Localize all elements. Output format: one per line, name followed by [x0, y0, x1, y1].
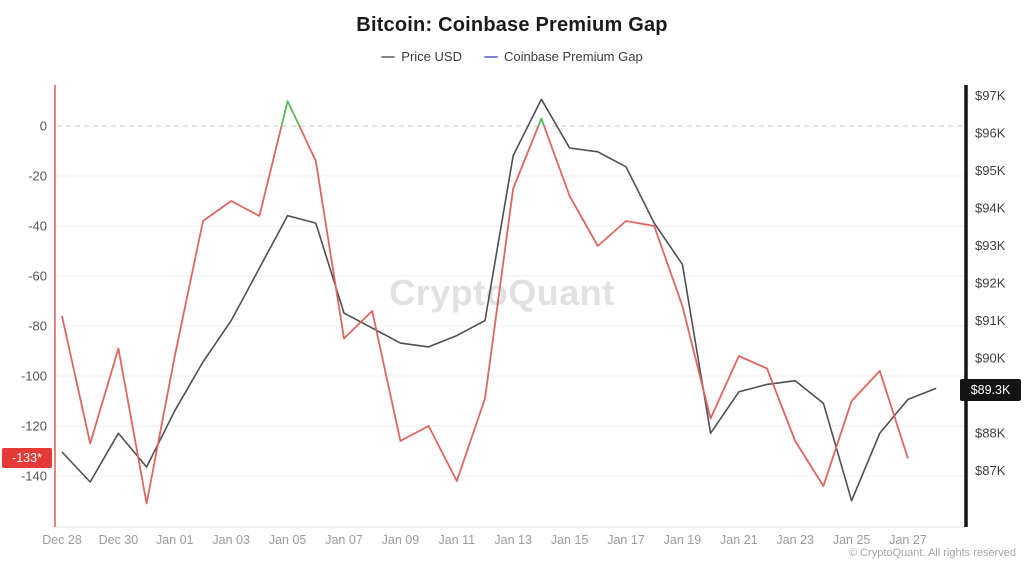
legend-label-price-usd: Price USD — [401, 49, 462, 64]
left-axis-tick-label: -140 — [21, 469, 47, 484]
price-usd-line[interactable] — [61, 98, 937, 502]
left-axis-tick-label: -80 — [28, 319, 47, 334]
x-axis-tick-label: Jan 27 — [889, 533, 927, 547]
x-axis-tick-label: Jan 09 — [382, 533, 420, 547]
x-axis-tick-label: Jan 05 — [269, 533, 307, 547]
x-axis-tick-label: Jan 07 — [325, 533, 363, 547]
premium-gap-line[interactable] — [280, 100, 301, 127]
x-axis-tick-label: Jan 11 — [438, 533, 475, 547]
premium-gap-current-value-badge: -133* — [2, 448, 52, 468]
left-axis-tick-label: -100 — [21, 369, 47, 384]
price-usd-legend-swatch-icon — [381, 55, 396, 58]
x-axis-tick-label: Jan 17 — [607, 533, 645, 547]
x-axis-tick-label: Jan 19 — [664, 533, 702, 547]
left-axis-tick-label: -120 — [21, 419, 47, 434]
left-axis-tick-label: -20 — [28, 169, 47, 184]
left-axis-tick-label: -40 — [28, 219, 47, 234]
price-current-value-badge: $89.3K — [960, 379, 1021, 401]
legend-label-premium-gap: Coinbase Premium Gap — [503, 49, 643, 64]
x-axis-tick-label: Jan 15 — [551, 533, 589, 547]
right-axis-tick-label: $92K — [975, 276, 1006, 291]
x-axis-tick-label: Jan 03 — [212, 533, 250, 547]
right-axis-tick-label: $93K — [975, 238, 1006, 253]
x-axis-tick-label: Jan 13 — [494, 533, 532, 547]
right-axis-tick-label: $88K — [975, 426, 1006, 441]
right-axis-tick-label: $87K — [975, 463, 1006, 478]
premium-gap-line[interactable] — [61, 125, 283, 505]
x-axis-tick-label: Jan 21 — [720, 533, 758, 547]
left-axis-tick-label: -60 — [28, 269, 47, 284]
legend: Price USD Coinbase Premium Gap — [0, 49, 1024, 64]
x-axis-tick-label: Dec 28 — [42, 533, 82, 547]
copyright-notice: © CryptoQuant. All rights reserved — [848, 547, 1016, 559]
x-axis-tick-label: Dec 30 — [99, 533, 139, 547]
premium-gap-legend-swatch-icon — [483, 55, 498, 58]
right-axis-tick-label: $97K — [975, 88, 1006, 103]
right-axis-tick-label: $95K — [975, 163, 1006, 178]
x-axis-tick-label: Jan 23 — [776, 533, 814, 547]
chart-title: Bitcoin: Coinbase Premium Gap — [356, 14, 668, 36]
left-axis-tick-label: 0 — [40, 119, 47, 134]
premium-gap-line[interactable] — [543, 125, 909, 487]
premium-gap-line[interactable] — [537, 117, 545, 127]
right-axis-tick-label: $90K — [975, 351, 1006, 366]
premium-gap-line[interactable] — [298, 125, 540, 482]
right-axis-tick-label: $94K — [975, 201, 1006, 216]
legend-item-premium-gap[interactable]: Coinbase Premium Gap — [483, 49, 643, 64]
x-axis-tick-label: Jan 01 — [156, 533, 194, 547]
right-axis-tick-label: $96K — [975, 126, 1006, 141]
legend-item-price-usd[interactable]: Price USD — [381, 49, 462, 64]
x-axis-tick-label: Jan 25 — [833, 533, 871, 547]
right-axis-tick-label: $91K — [975, 313, 1006, 328]
